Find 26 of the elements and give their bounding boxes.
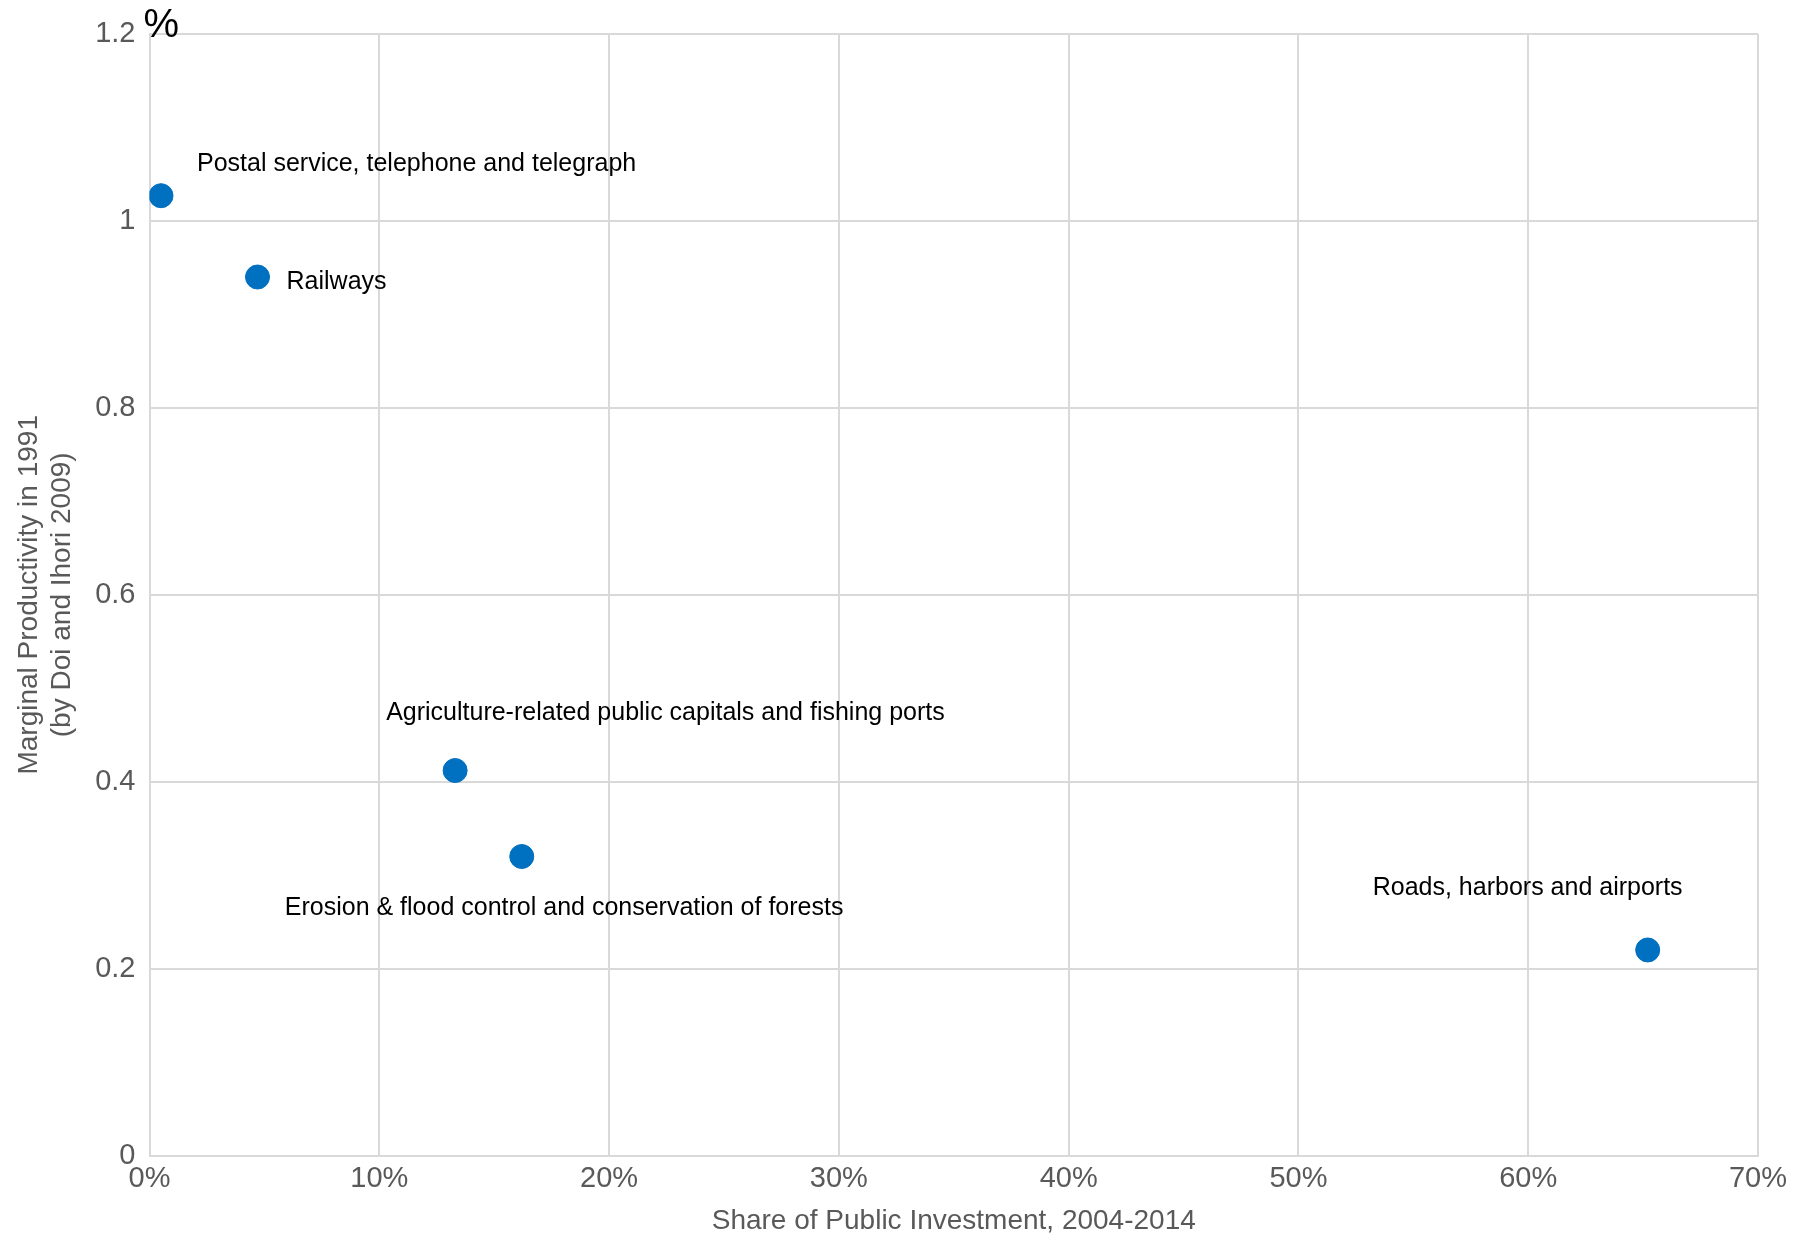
annotation: Roads, harbors and airports: [1372, 871, 1683, 900]
annotation: Erosion & flood control and conservation of forests: [284, 892, 844, 921]
y-tick-label: 0.2: [95, 950, 136, 983]
x-tick-label: 60%: [1499, 1161, 1558, 1193]
x-tick-label: 40%: [1039, 1161, 1098, 1193]
annotation: Railways: [286, 265, 387, 294]
y-tick-label: 1: [119, 202, 136, 235]
point: [245, 264, 271, 290]
y-tick-label: 0.4: [95, 763, 136, 796]
y-tick-label: 1.2: [95, 16, 136, 48]
y-tick-label: 0.8: [95, 389, 136, 422]
x-axis-title: Share of Public Investment, 2004-2014: [711, 1203, 1196, 1235]
y-axis-title: Marginal Productivity in 1991 (by Doi and Ihori 2009): [11, 415, 77, 775]
point: [442, 758, 468, 784]
annotation: %: [143, 1, 180, 46]
annotation: Postal service, telephone and telegraph: [197, 147, 637, 176]
x-tick-label: 20%: [580, 1161, 639, 1193]
x-tick-label: 30%: [809, 1161, 868, 1193]
point: [509, 844, 535, 870]
y-tick-label: 0.6: [95, 576, 136, 609]
point: [1635, 937, 1661, 963]
annotation: Agriculture-related public capitals and fishing ports: [386, 697, 945, 726]
x-tick-label: 70%: [1728, 1161, 1788, 1193]
x-tick-label: 10%: [350, 1161, 409, 1193]
point: [149, 183, 174, 209]
x-tick-label: 50%: [1269, 1161, 1328, 1193]
